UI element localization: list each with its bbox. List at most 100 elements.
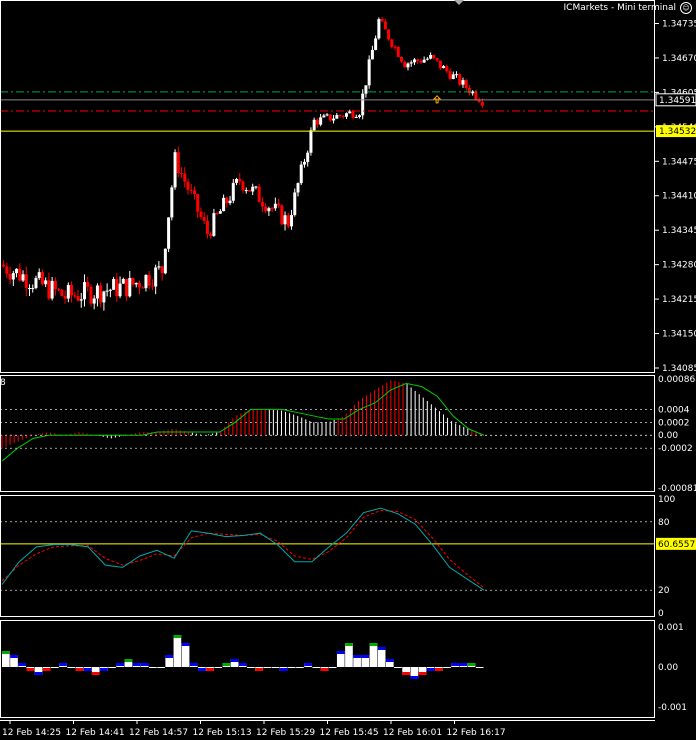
candle-body [451, 74, 455, 79]
stochastic-pane[interactable]: 100 80 60.6557 20 0 [0, 495, 696, 619]
candle-body [464, 80, 468, 89]
osc-bar-cap [336, 651, 345, 654]
candle-body [254, 186, 258, 188]
yellow-price-box [656, 125, 696, 138]
macd-pane[interactable]: 0.000868 0.0004 0.0002 0.00 -0.0002 -0.000814… [0, 375, 696, 494]
candle-body [235, 179, 239, 183]
candle-body [47, 280, 51, 299]
pane-frame-osc [0, 620, 655, 718]
price-pane[interactable]: 1.347351.346701.346051.345401.344751.344… [0, 16, 696, 374]
yellow-price-label: 1.34532 [659, 127, 696, 137]
osc-bar-cap [59, 663, 67, 666]
time-tick-label: 12 Feb 14:57 [129, 728, 188, 738]
macd-tick-label: 0.00 [658, 431, 678, 441]
candle-body [293, 192, 297, 216]
osc-bar [287, 667, 296, 668]
candle-body [438, 60, 442, 69]
candle-body [40, 272, 44, 285]
candle-body [228, 200, 232, 204]
candle-body [18, 268, 22, 281]
time-tick-label: 12 Feb 14:25 [2, 728, 61, 738]
candle-body [160, 266, 164, 274]
candle-body [467, 88, 471, 94]
candle-body [322, 115, 326, 118]
osc-bar [247, 667, 255, 668]
osc-bar-cap [116, 663, 125, 666]
osc-bar-cap [434, 668, 443, 671]
candle-body [8, 273, 12, 280]
candle-body [448, 71, 452, 79]
osc-bar [124, 659, 133, 667]
candle-body [302, 161, 306, 165]
time-tick-label: 12 Feb 14:41 [66, 728, 125, 738]
candle-body [63, 296, 67, 299]
arrow-marker-icon [432, 95, 442, 104]
osc-bar [296, 667, 304, 668]
time-tick-label: 12 Feb 15:29 [256, 728, 315, 738]
candle-body [396, 46, 400, 57]
macd-tick-label: -0.000814 [658, 484, 696, 494]
candle-body [189, 189, 193, 191]
candle-body [370, 49, 374, 60]
candle-body [461, 80, 465, 85]
candle-body [125, 279, 129, 297]
osc-bar-cap [385, 659, 394, 662]
candle-body [147, 274, 151, 286]
candle-body [345, 113, 349, 117]
candle-body [277, 203, 281, 206]
candle-body [57, 289, 61, 291]
pane-frames [0, 0, 655, 721]
osc-bar-cap [26, 668, 35, 671]
candle-body [283, 215, 287, 225]
osc-bar-cap [353, 655, 361, 658]
candle-body [141, 287, 145, 289]
candle-body [186, 181, 190, 190]
candle-body [251, 186, 255, 192]
candle-body [167, 217, 171, 249]
stoch-main-line [1, 507, 485, 591]
candle-body [99, 285, 103, 303]
osc-bar-cap [230, 659, 239, 662]
osc-bar-cap [75, 668, 84, 671]
candle-body [348, 111, 352, 114]
osc-bar-cap [279, 668, 288, 671]
pane-frame-macd [0, 375, 655, 492]
candle-body [332, 118, 336, 121]
time-tick-label: 12 Feb 16:01 [383, 728, 442, 738]
oscillator-pane[interactable]: 0.001 0.00 -0.001 [2, 623, 687, 713]
candle-body [82, 282, 86, 300]
candle-body [2, 264, 6, 267]
candle-body [199, 211, 203, 217]
candle-body [31, 287, 35, 289]
candle-body [66, 285, 70, 299]
bid-price-box [655, 93, 696, 107]
candle-body [387, 29, 391, 40]
candle-body [341, 115, 345, 117]
osc-tick-label: -0.001 [658, 703, 687, 713]
osc-bar-cap [132, 663, 141, 666]
candle-body [351, 111, 355, 118]
candle-body [354, 116, 358, 118]
osc-bar-cap [369, 643, 378, 646]
candle-body [215, 213, 219, 215]
osc-bar-cap [410, 676, 419, 679]
osc-bar [10, 655, 18, 667]
candle-body [134, 282, 138, 285]
candle-body [11, 273, 15, 280]
candle-body [24, 274, 28, 289]
candle-body [406, 63, 410, 68]
candle-body [154, 267, 158, 287]
osc-bar-cap [165, 655, 174, 658]
candle-body [380, 19, 384, 22]
candle-body [27, 288, 31, 290]
osc-bar [2, 651, 10, 667]
candle-body [364, 85, 368, 94]
candle-body [95, 285, 99, 299]
candle-body [309, 130, 313, 153]
candle-body [480, 102, 484, 106]
scroll-marker-icon[interactable] [454, 0, 464, 5]
candle-body [319, 117, 323, 125]
candle-body [315, 119, 319, 125]
candle-body [170, 187, 174, 218]
